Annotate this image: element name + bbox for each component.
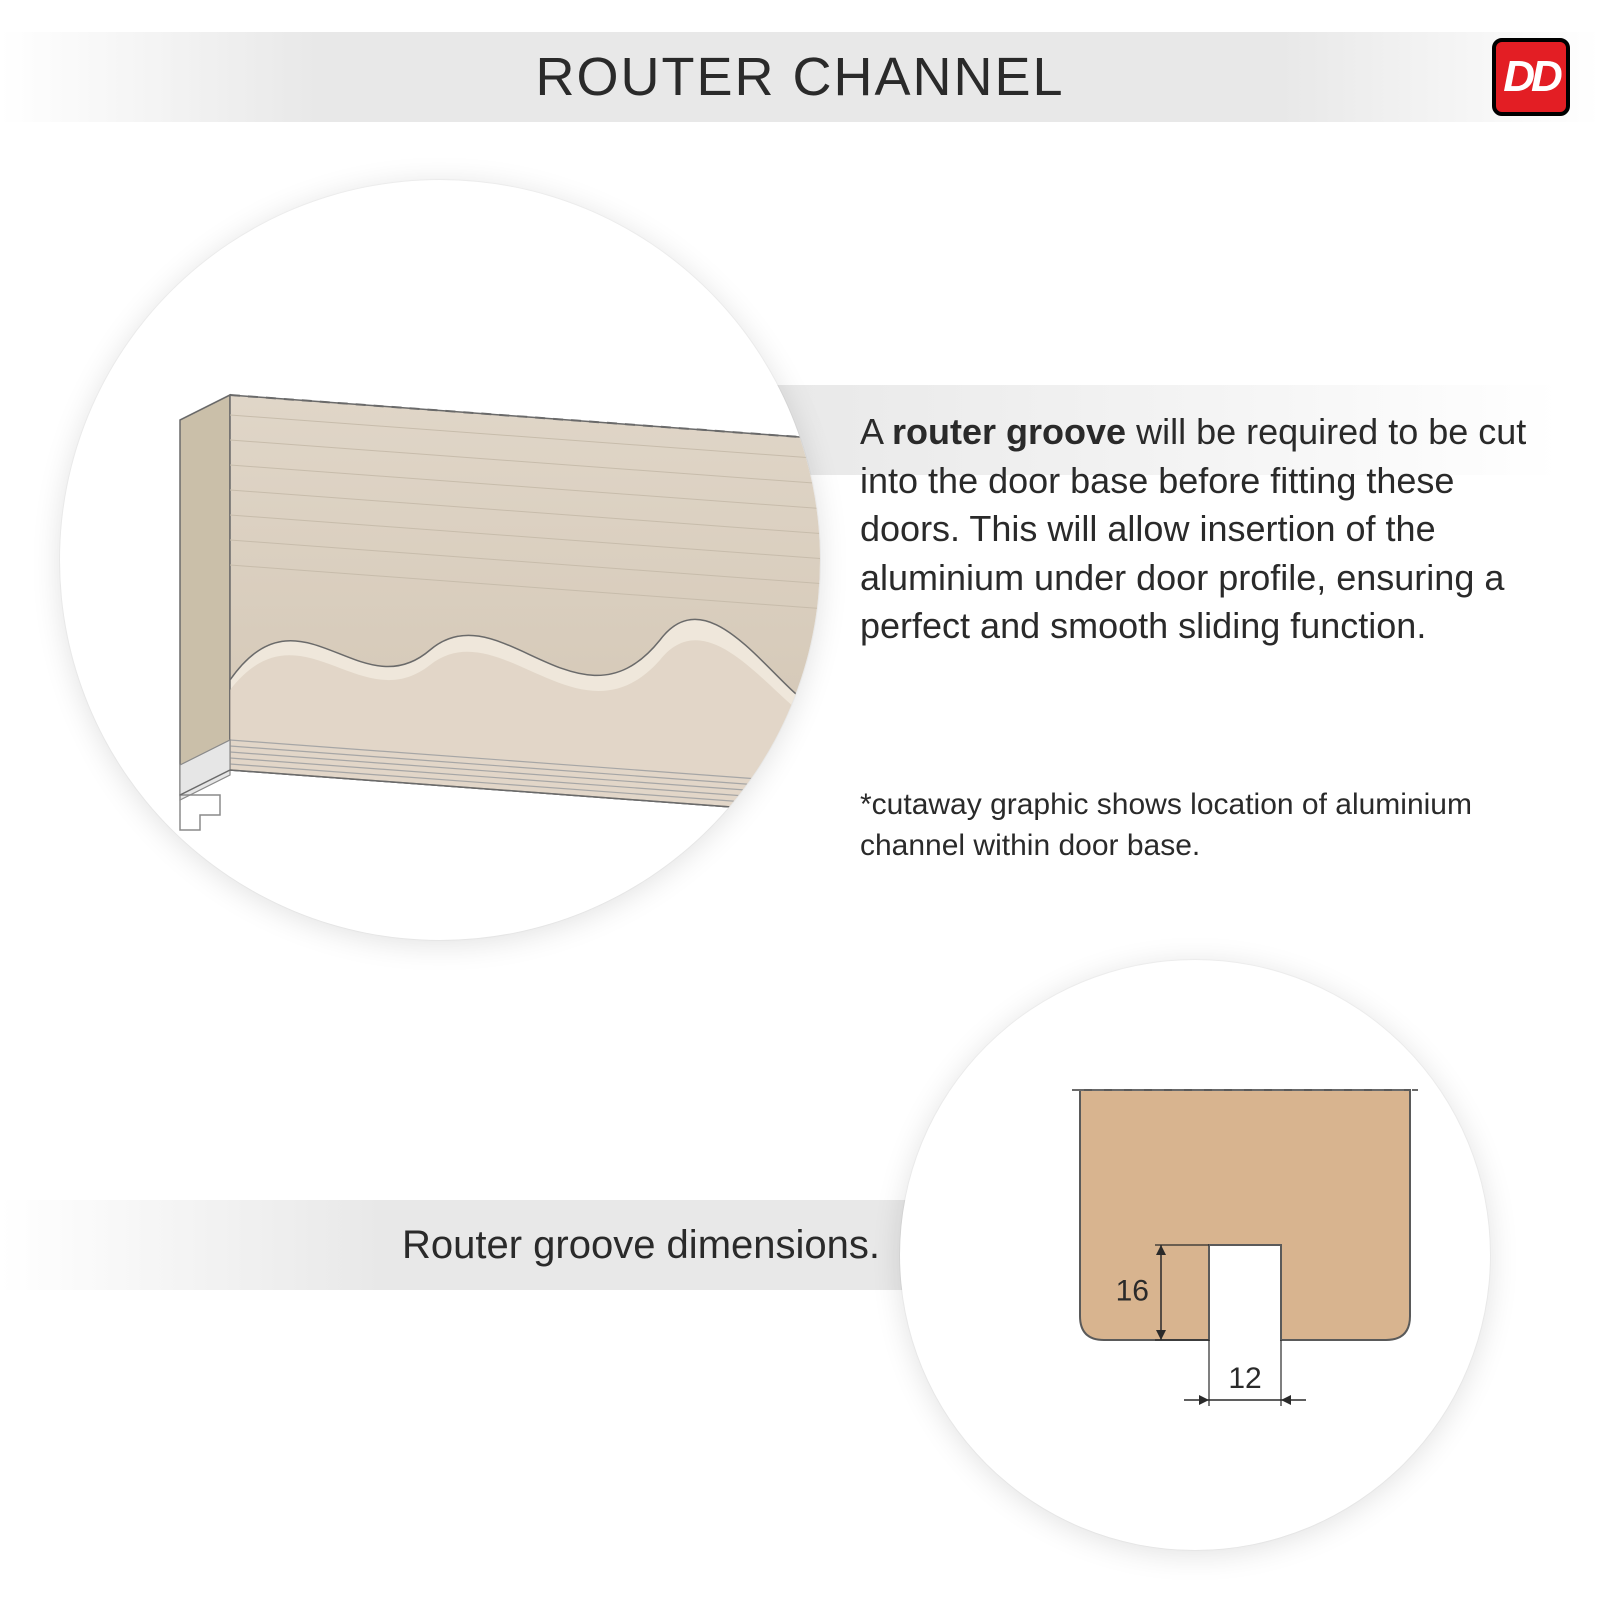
description-text: A router groove will be required to be c… [860, 408, 1540, 651]
cutaway-caption: *cutaway graphic shows location of alumi… [860, 785, 1540, 866]
dimension-label: Router groove dimensions. [402, 1223, 880, 1268]
dimension-diagram-svg: 1612 [900, 960, 1490, 1550]
title-bar: ROUTER CHANNEL [0, 32, 1600, 122]
description-bold: router groove [892, 411, 1126, 452]
groove-depth-value: 16 [1116, 1274, 1149, 1307]
dimension-label-bar: Router groove dimensions. [0, 1200, 960, 1290]
page-title: ROUTER CHANNEL [535, 46, 1064, 108]
cutaway-illustration-svg [60, 180, 820, 940]
cutaway-illustration-circle [60, 180, 820, 940]
brand-logo-text: DD [1503, 52, 1559, 102]
dimension-diagram-circle: 1612 [900, 960, 1490, 1550]
brand-logo: DD [1492, 38, 1570, 116]
groove-width-value: 12 [1228, 1362, 1261, 1395]
description-prefix: A [860, 411, 892, 452]
